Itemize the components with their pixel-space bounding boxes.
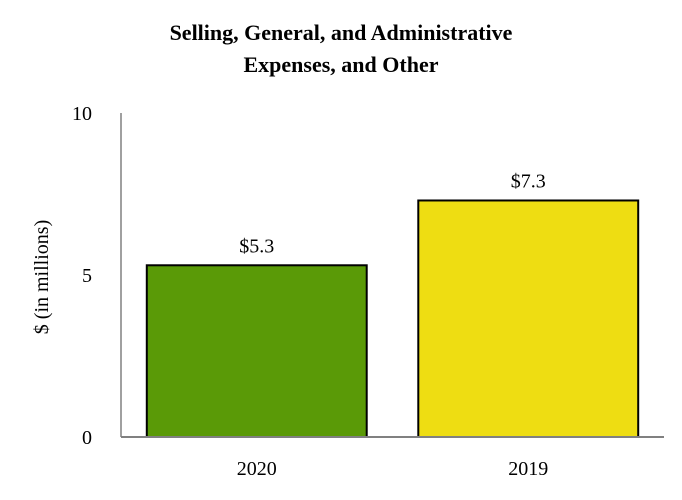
y-tick-label: 10 [72,103,92,125]
chart-title-line-2: Expenses, and Other [244,52,439,77]
x-axis-category-labels: 2020 2019 [237,458,549,480]
x-category-label-2019: 2019 [508,458,548,480]
bar-value-label-2020: $5.3 [239,235,274,257]
bar-2019 [417,199,640,438]
y-axis-ticks: 0 5 10 [72,103,92,449]
chart-title: Selling, General, and Administrative Exp… [170,20,513,77]
bar-value-label-2019: $7.3 [511,170,546,192]
y-axis-label: $ (in millions) [31,220,53,334]
bars [145,199,640,438]
bar-data-labels: $5.3 $7.3 [239,170,546,257]
y-tick-label: 5 [82,265,92,287]
y-tick-label: 0 [82,427,92,449]
bar-2020 [145,264,368,438]
x-category-label-2020: 2020 [237,458,277,480]
chart-title-line-1: Selling, General, and Administrative [170,20,513,45]
